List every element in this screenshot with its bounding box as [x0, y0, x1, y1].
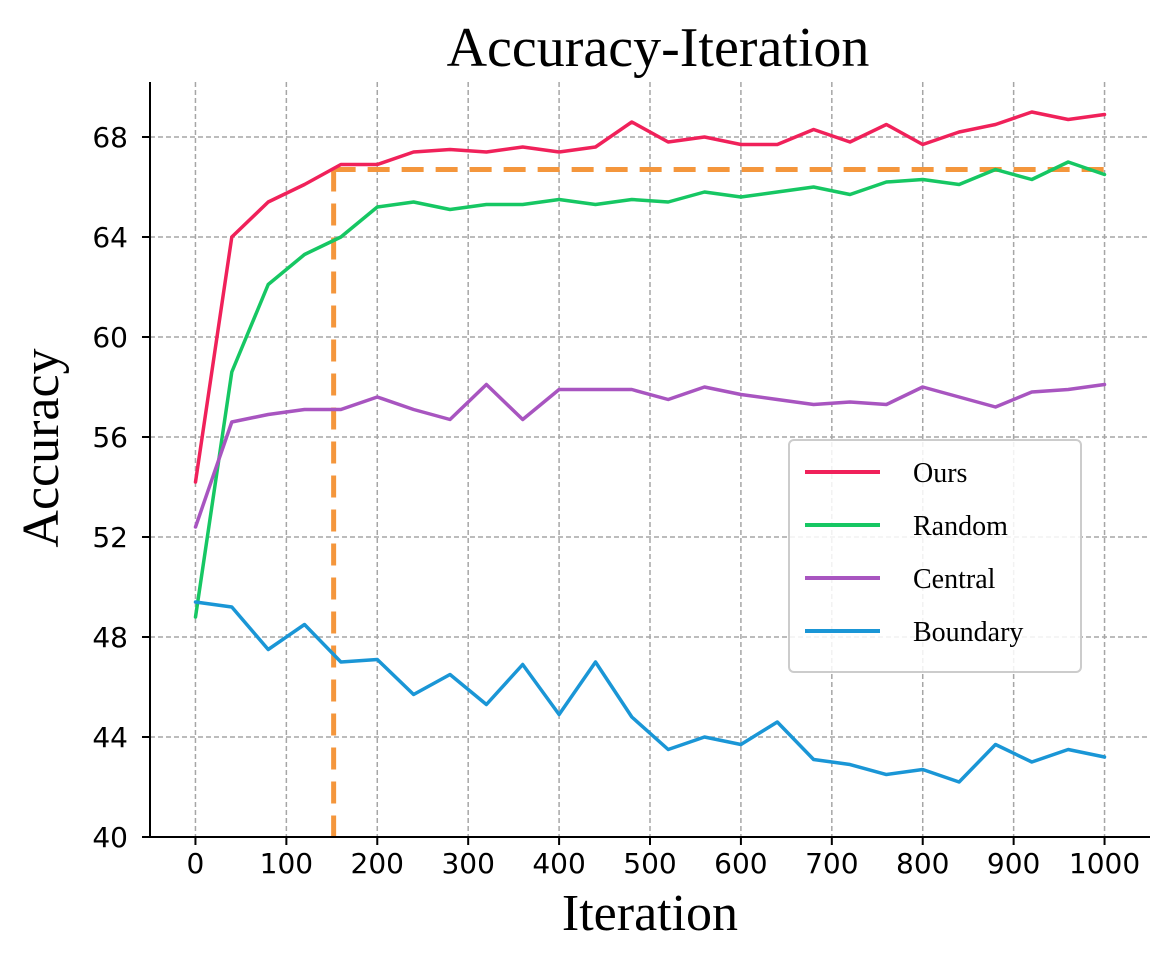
y-tick-label-2: 48	[92, 621, 128, 654]
x-axis-label: Iteration	[562, 885, 738, 942]
x-tick-label-4: 400	[532, 847, 585, 880]
x-tick-label-6: 600	[714, 847, 767, 880]
x-tick-label-5: 500	[623, 847, 676, 880]
x-tick-label-0: 0	[187, 847, 205, 880]
y-tick-label-3: 52	[92, 521, 128, 554]
reference-lines	[331, 167, 1105, 837]
legend-box	[788, 439, 1082, 673]
legend-label-central: Central	[913, 564, 996, 595]
y-tick-label-7: 68	[92, 121, 128, 154]
x-tick-label-3: 300	[441, 847, 494, 880]
chart-title: Accuracy-Iteration	[447, 17, 870, 79]
legend-label-boundary: Boundary	[913, 617, 1023, 648]
series-line-boundary	[193, 600, 1107, 784]
x-tick-label-9: 900	[987, 847, 1040, 880]
legend: Ours Random Central Boundary	[788, 439, 1082, 673]
x-tick-label-2: 200	[351, 847, 404, 880]
y-tick-label-5: 60	[92, 321, 128, 354]
x-tick-label-7: 700	[805, 847, 858, 880]
series-line-central	[193, 382, 1107, 529]
legend-label-ours: Ours	[913, 458, 967, 489]
y-tick-label-6: 64	[92, 221, 128, 254]
x-tick-label-10: 1000	[1069, 847, 1140, 880]
legend-label-random: Random	[913, 511, 1008, 542]
y-tick-label-1: 44	[92, 721, 128, 754]
x-ticks: 0 100 200 300 400 500 600 700 800 900 1000	[187, 837, 1140, 880]
series-line-ours	[193, 110, 1107, 484]
series-lines	[193, 110, 1107, 784]
series-line-random	[193, 160, 1107, 619]
y-tick-label-0: 40	[92, 821, 128, 854]
y-ticks: 40 44 48 52 56 60 64 68	[92, 121, 150, 854]
x-tick-label-8: 800	[896, 847, 949, 880]
y-axis-label: Accuracy	[13, 348, 70, 547]
y-tick-label-4: 56	[92, 421, 128, 454]
x-tick-label-1: 100	[260, 847, 313, 880]
